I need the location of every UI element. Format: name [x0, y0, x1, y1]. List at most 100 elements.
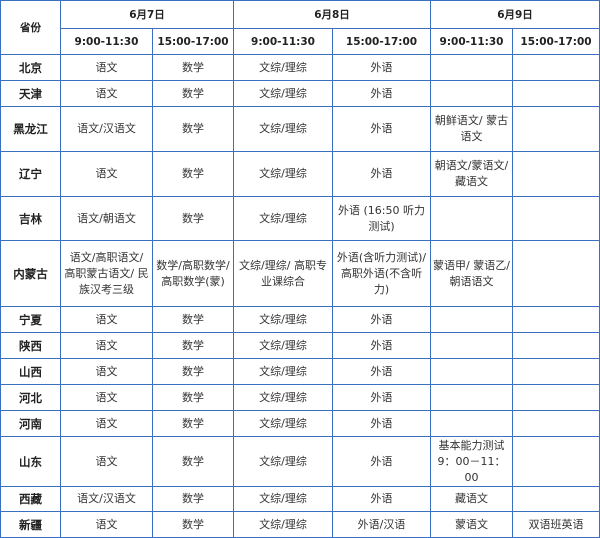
subject-cell: 外语 [332, 151, 431, 197]
subject-cell [512, 80, 600, 107]
subject-cell [512, 486, 600, 512]
subject-cell [512, 358, 600, 385]
subject-cell: 文综/理综 [233, 486, 333, 512]
subject-cell: 朝鲜语文/ 蒙古语文 [430, 106, 513, 152]
subject-cell [430, 332, 513, 359]
subject-cell [430, 410, 513, 437]
subject-cell: 文综/理综 [233, 410, 333, 437]
subject-cell: 语文 [60, 151, 153, 197]
table-row: 黑龙江 语文/汉语文 数学 文综/理综 外语 朝鲜语文/ 蒙古语文 [0, 106, 600, 152]
subject-cell [512, 332, 600, 359]
province-cell: 山西 [0, 358, 61, 385]
subject-cell [512, 384, 600, 411]
subject-cell: 外语 [332, 106, 431, 152]
subject-cell [512, 306, 600, 333]
province-cell: 宁夏 [0, 306, 61, 333]
subject-cell: 语文 [60, 306, 153, 333]
time-slot-header: 15:00-17:00 [332, 28, 431, 55]
subject-cell [512, 240, 600, 307]
subject-cell: 文综/理综 [233, 358, 333, 385]
table-row: 山西 语文 数学 文综/理综 外语 [0, 358, 600, 385]
time-slot-header: 15:00-17:00 [152, 28, 234, 55]
subject-cell: 数学 [152, 511, 234, 538]
table-row: 宁夏 语文 数学 文综/理综 外语 [0, 306, 600, 333]
subject-cell [430, 54, 513, 81]
subject-cell: 文综/理综 [233, 196, 333, 241]
table-row: 西藏 语文/汉语文 数学 文综/理综 外语 藏语文 [0, 486, 600, 512]
subject-cell: 外语 [332, 54, 431, 81]
subject-cell: 藏语文 [430, 486, 513, 512]
province-cell: 陕西 [0, 332, 61, 359]
subject-cell: 数学 [152, 306, 234, 333]
province-cell: 西藏 [0, 486, 61, 512]
subject-cell: 语文/朝语文 [60, 196, 153, 241]
subject-cell: 语文 [60, 436, 153, 487]
day-header: 6月9日 [430, 0, 600, 29]
province-cell: 天津 [0, 80, 61, 107]
subject-cell: 数学 [152, 54, 234, 81]
subject-cell: 数学 [152, 332, 234, 359]
subject-cell: 文综/理综 [233, 511, 333, 538]
province-cell: 黑龙江 [0, 106, 61, 152]
time-slot-header: 9:00-11:30 [60, 28, 153, 55]
subject-cell: 外语 [332, 306, 431, 333]
time-slot-header: 9:00-11:30 [233, 28, 333, 55]
subject-cell: 语文/汉语文 [60, 486, 153, 512]
subject-cell: 外语 [332, 384, 431, 411]
province-cell: 新疆 [0, 511, 61, 538]
table-row: 北京 语文 数学 文综/理综 外语 [0, 54, 600, 81]
subject-cell: 外语 [332, 332, 431, 359]
subject-cell [430, 358, 513, 385]
subject-cell [512, 196, 600, 241]
subject-cell: 数学/高职数学/高职数学(蒙) [152, 240, 234, 307]
subject-cell [512, 410, 600, 437]
subject-cell: 语文 [60, 54, 153, 81]
subject-cell [512, 106, 600, 152]
table-row: 内蒙古 语文/高职语文/ 高职蒙古语文/ 民族汉考三级 数学/高职数学/高职数学(蒙… [0, 240, 600, 307]
subject-cell: 外语 (16:50 听力测试) [332, 196, 431, 241]
subject-cell: 文综/理综 [233, 384, 333, 411]
subject-cell: 文综/理综 [233, 436, 333, 487]
province-cell: 河南 [0, 410, 61, 437]
time-slot-header: 15:00-17:00 [512, 28, 600, 55]
table-row: 河南 语文 数学 文综/理综 外语 [0, 410, 600, 437]
subject-cell: 数学 [152, 80, 234, 107]
subject-cell: 基本能力测试9：00－11：00 [430, 436, 513, 487]
subject-cell: 语文 [60, 511, 153, 538]
subject-cell: 数学 [152, 106, 234, 152]
subject-cell: 外语 [332, 80, 431, 107]
subject-cell: 文综/理综 [233, 151, 333, 197]
day-header: 6月8日 [233, 0, 431, 29]
subject-cell: 双语班英语 [512, 511, 600, 538]
table-row: 天津 语文 数学 文综/理综 外语 [0, 80, 600, 107]
province-header: 省份 [0, 0, 61, 55]
subject-cell: 语文 [60, 80, 153, 107]
subject-cell: 语文 [60, 384, 153, 411]
subject-cell: 文综/理综 [233, 306, 333, 333]
subject-cell: 数学 [152, 410, 234, 437]
subject-cell: 外语/汉语 [332, 511, 431, 538]
province-cell: 北京 [0, 54, 61, 81]
province-cell: 吉林 [0, 196, 61, 241]
subject-cell: 外语 [332, 410, 431, 437]
subject-cell [430, 306, 513, 333]
subject-cell: 文综/理综 [233, 332, 333, 359]
subject-cell: 数学 [152, 436, 234, 487]
subject-cell [430, 196, 513, 241]
table-row: 陕西 语文 数学 文综/理综 外语 [0, 332, 600, 359]
time-slot-header: 9:00-11:30 [430, 28, 513, 55]
table-row: 吉林 语文/朝语文 数学 文综/理综 外语 (16:50 听力测试) [0, 196, 600, 241]
province-cell: 河北 [0, 384, 61, 411]
table-row: 新疆 语文 数学 文综/理综 外语/汉语 蒙语文 双语班英语 [0, 511, 600, 538]
subject-cell [430, 384, 513, 411]
subject-cell [430, 80, 513, 107]
province-cell: 内蒙古 [0, 240, 61, 307]
table-row: 辽宁 语文 数学 文综/理综 外语 朝语文/蒙语文/藏语文 [0, 151, 600, 197]
subject-cell: 外语 [332, 436, 431, 487]
subject-cell: 数学 [152, 151, 234, 197]
subject-cell: 文综/理综 [233, 54, 333, 81]
subject-cell: 蒙语甲/ 蒙语乙/朝语语文 [430, 240, 513, 307]
subject-cell: 外语 [332, 358, 431, 385]
subject-cell: 外语 [332, 486, 431, 512]
